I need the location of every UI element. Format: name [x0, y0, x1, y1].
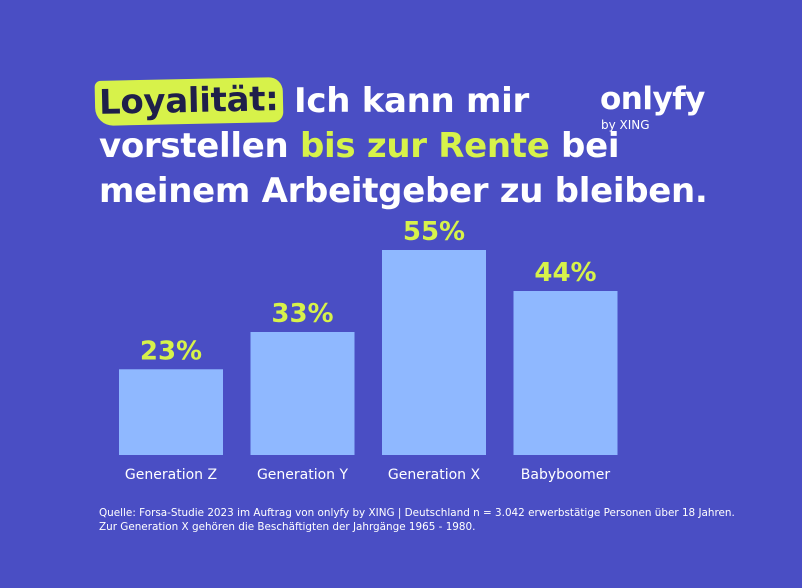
value-label-babyboomer: 44%: [534, 258, 596, 288]
logo-name: onlyfy: [600, 81, 705, 117]
logo-sub: by XING: [601, 118, 650, 132]
value-label-generation-x: 55%: [403, 217, 465, 247]
headline-part-2: vorstellen: [99, 126, 289, 166]
headline: Loyalität: Ich kann mir vorstellen bis z…: [94, 77, 708, 214]
bar-generation-y: [250, 332, 355, 455]
headline-line-3: meinem Arbeitgeber zu bleiben.: [99, 171, 708, 211]
source-note: Quelle: Forsa-Studie 2023 im Auftrag von…: [99, 506, 759, 534]
source-line-1: Quelle: Forsa-Studie 2023 im Auftrag von…: [99, 507, 735, 519]
category-label-babyboomer: Babyboomer: [521, 467, 611, 483]
onlyfy-logo: onlyfy by XING: [600, 82, 705, 132]
bars-group: 23% Generation Z 33% Generation Y 55% Generat…: [119, 217, 618, 483]
category-label-generation-y: Generation Y: [257, 467, 349, 483]
bar-generation-x: [382, 250, 486, 455]
bar-generation-z: [119, 369, 223, 455]
bar-babyboomer: [513, 291, 618, 455]
value-label-generation-y: 33%: [271, 299, 333, 329]
source-line-2: Zur Generation X gehören die Beschäftigt…: [99, 521, 476, 533]
category-label-generation-z: Generation Z: [125, 467, 217, 483]
value-label-generation-z: 23%: [140, 336, 202, 366]
headline-part-3: bei: [561, 126, 620, 166]
category-label-generation-x: Generation X: [388, 467, 481, 483]
headline-line-2: vorstellen bis zur Rente bei: [99, 124, 659, 169]
headline-part-1: Ich kann mir: [294, 81, 529, 121]
headline-line-1: Loyalität: Ich kann mir: [94, 77, 659, 126]
headline-accent: bis zur Rente: [299, 126, 550, 166]
